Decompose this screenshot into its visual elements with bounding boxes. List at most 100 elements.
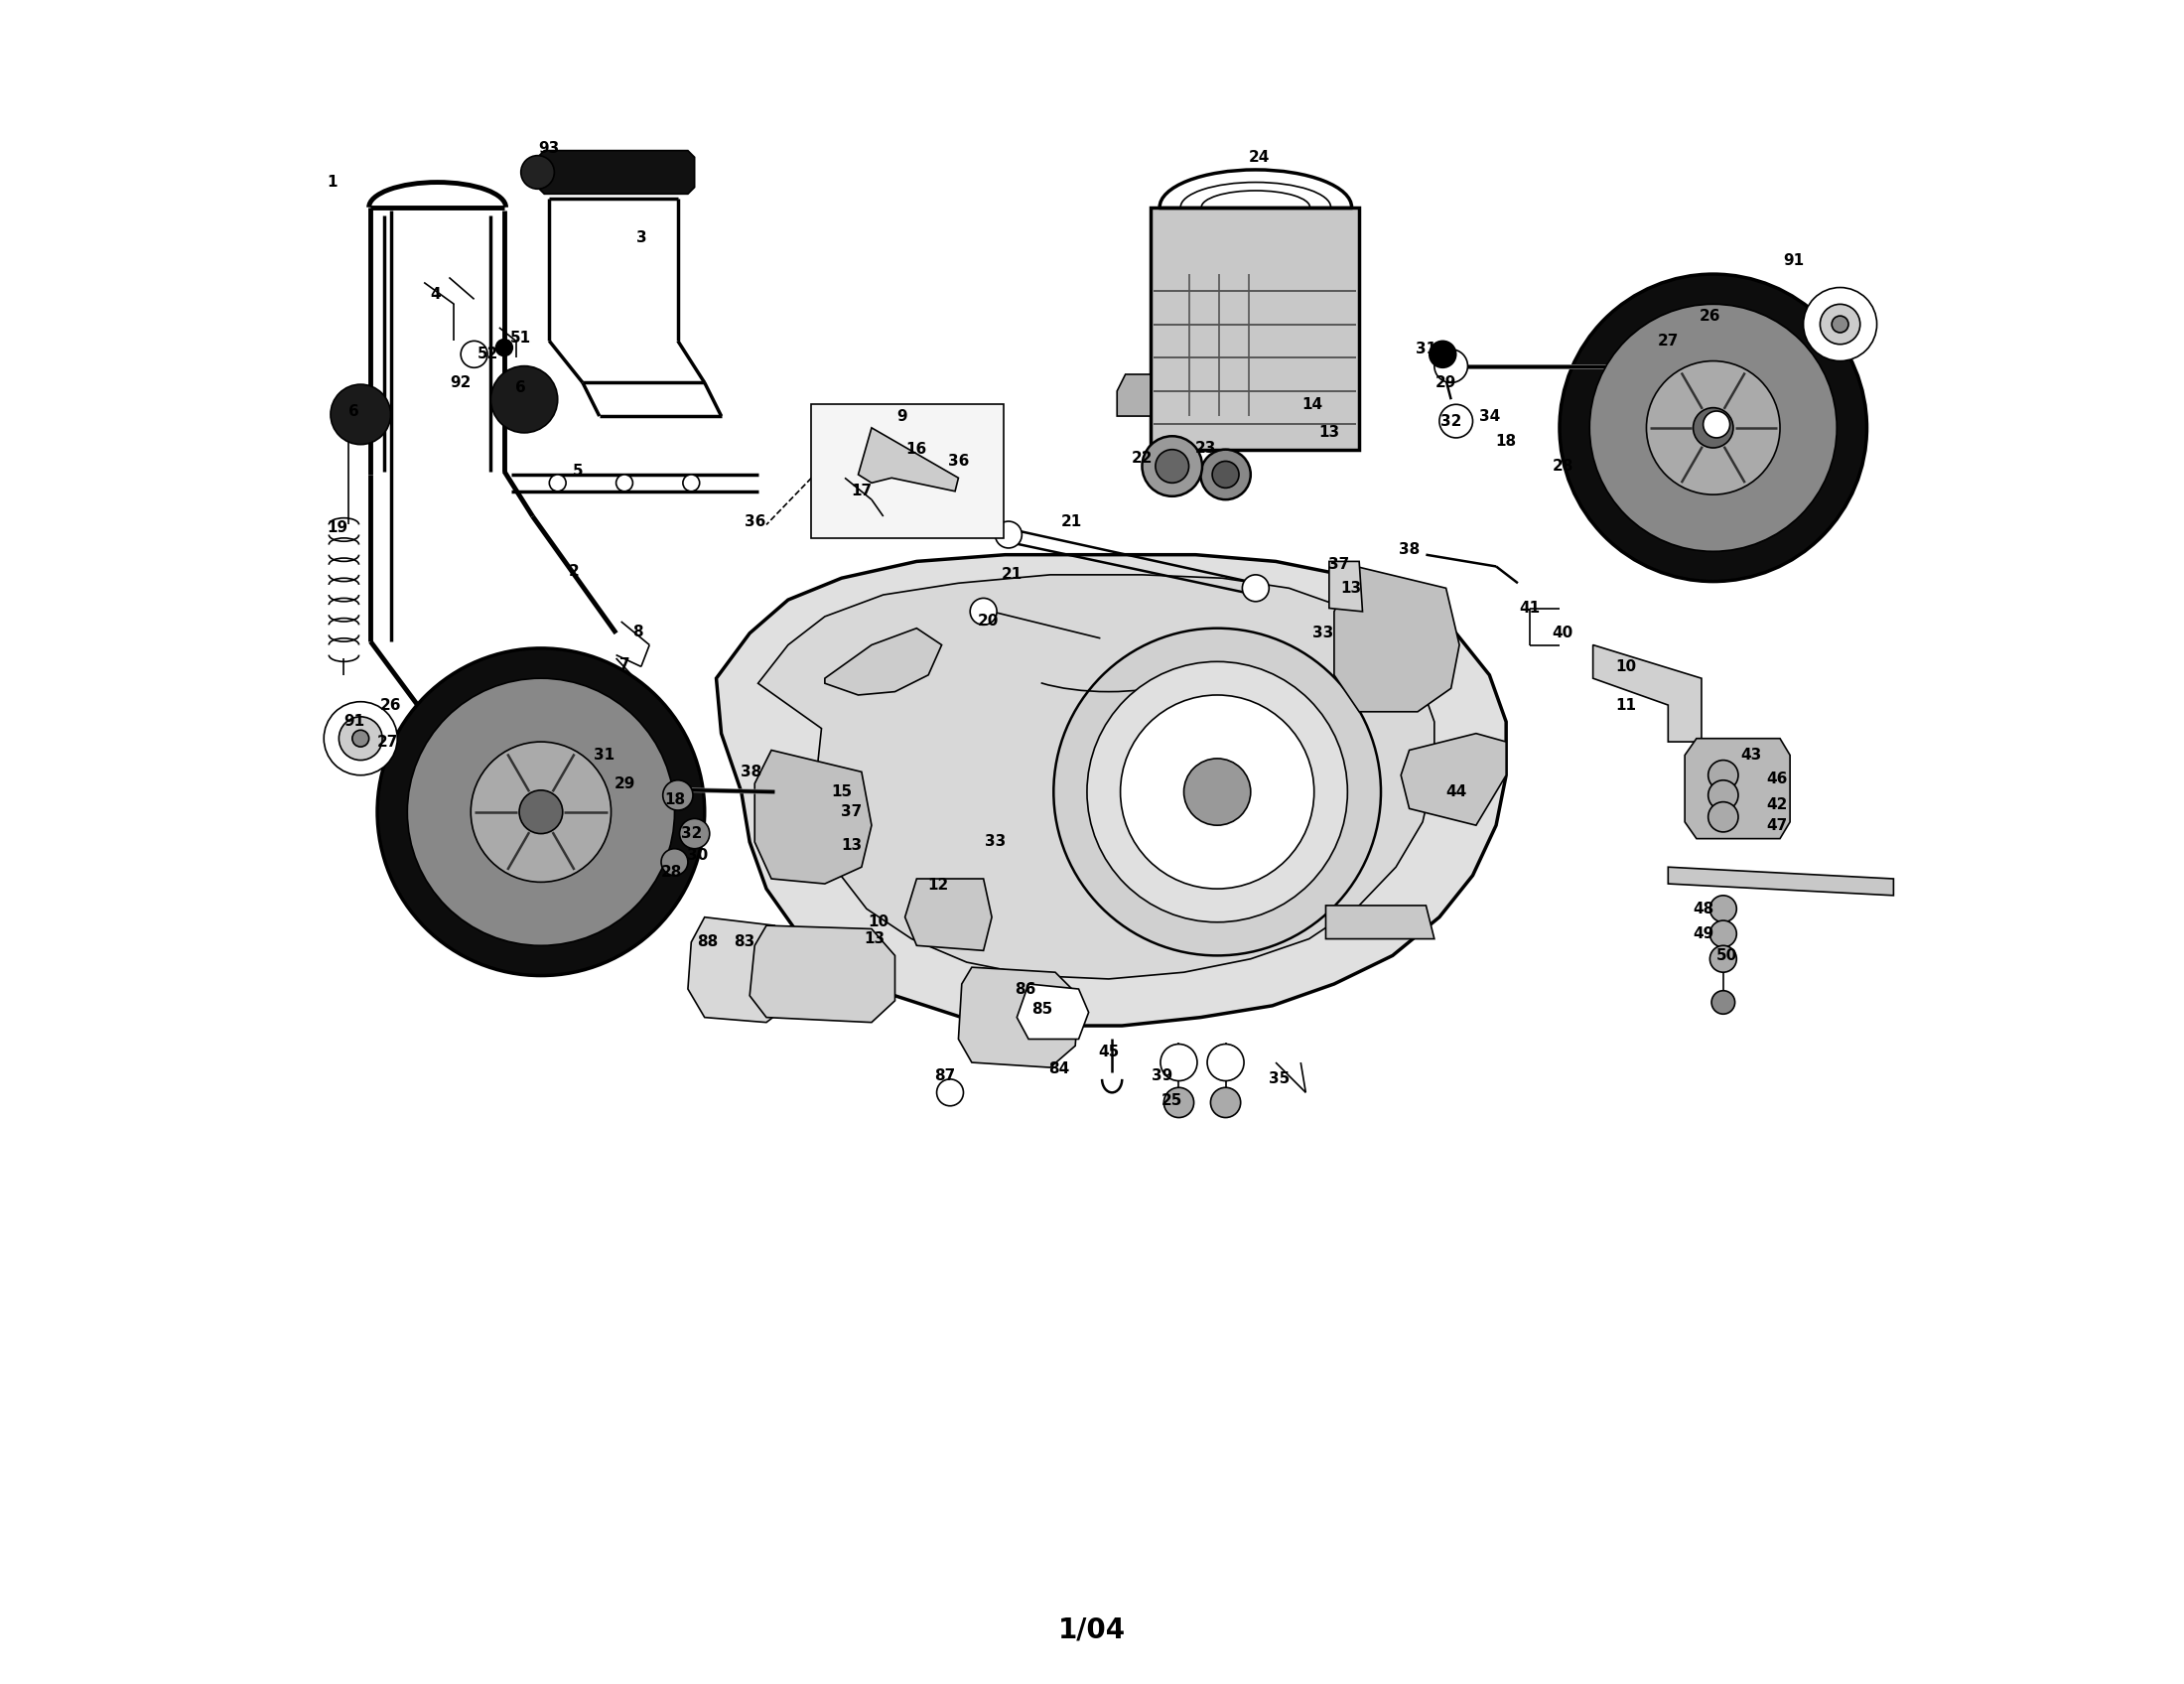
Text: 18: 18	[664, 793, 686, 808]
Circle shape	[522, 155, 555, 189]
Polygon shape	[749, 926, 895, 1022]
Circle shape	[1212, 461, 1238, 488]
Text: 6: 6	[349, 404, 358, 419]
Text: 91: 91	[1782, 253, 1804, 268]
Text: 3: 3	[636, 231, 646, 244]
Text: 11: 11	[1616, 697, 1636, 712]
Text: 13: 13	[865, 931, 885, 946]
Text: 44: 44	[1446, 785, 1468, 800]
Polygon shape	[716, 554, 1507, 1026]
Circle shape	[1155, 450, 1188, 483]
Polygon shape	[904, 879, 992, 950]
Circle shape	[1164, 1088, 1195, 1118]
Text: 35: 35	[1269, 1071, 1289, 1086]
Polygon shape	[858, 428, 959, 492]
Text: 21: 21	[1061, 514, 1083, 529]
Circle shape	[461, 340, 487, 367]
Circle shape	[1693, 408, 1734, 448]
Circle shape	[1120, 695, 1315, 889]
Circle shape	[323, 702, 397, 775]
Text: 83: 83	[734, 935, 756, 950]
Circle shape	[1710, 921, 1736, 946]
Text: 50: 50	[1717, 948, 1736, 963]
Circle shape	[1832, 317, 1848, 332]
Text: 36: 36	[948, 453, 970, 468]
Circle shape	[1819, 305, 1861, 344]
Text: 25: 25	[1162, 1093, 1184, 1108]
Text: 1: 1	[328, 175, 336, 190]
Text: 32: 32	[1441, 414, 1461, 428]
Text: 31: 31	[1415, 342, 1437, 357]
Text: 16: 16	[906, 443, 928, 456]
Circle shape	[1804, 288, 1876, 360]
Polygon shape	[826, 628, 941, 695]
Circle shape	[1201, 450, 1251, 500]
Polygon shape	[758, 574, 1435, 978]
Text: 43: 43	[1741, 748, 1762, 763]
Text: 84: 84	[1048, 1061, 1070, 1076]
Circle shape	[1243, 574, 1269, 601]
Text: 27: 27	[376, 734, 397, 749]
Text: 23: 23	[1195, 441, 1216, 455]
Text: 6: 6	[515, 381, 526, 396]
Text: 17: 17	[852, 483, 871, 498]
Circle shape	[1142, 436, 1201, 497]
Text: 7: 7	[618, 657, 629, 672]
Circle shape	[472, 741, 612, 882]
Text: 27: 27	[1658, 333, 1679, 349]
Polygon shape	[1330, 561, 1363, 611]
Polygon shape	[1116, 374, 1151, 416]
Text: 41: 41	[1520, 601, 1540, 616]
Text: 20: 20	[978, 615, 998, 630]
Circle shape	[1708, 759, 1738, 790]
Text: 1/04: 1/04	[1059, 1617, 1125, 1644]
Circle shape	[1184, 758, 1251, 825]
Circle shape	[996, 522, 1022, 547]
Circle shape	[1160, 1044, 1197, 1081]
Text: 88: 88	[697, 935, 719, 950]
Polygon shape	[1669, 867, 1894, 896]
Polygon shape	[1400, 734, 1507, 825]
Text: 86: 86	[1016, 982, 1035, 997]
Polygon shape	[1592, 645, 1701, 741]
Text: 21: 21	[1000, 568, 1022, 583]
Text: 9: 9	[895, 409, 906, 424]
Text: 5: 5	[572, 463, 583, 478]
Circle shape	[1710, 896, 1736, 923]
Polygon shape	[756, 749, 871, 884]
Text: 91: 91	[343, 714, 365, 729]
Circle shape	[520, 790, 563, 834]
Text: 36: 36	[745, 514, 764, 529]
Circle shape	[1428, 340, 1457, 367]
Circle shape	[352, 731, 369, 746]
Text: 13: 13	[1341, 581, 1361, 596]
Circle shape	[496, 338, 513, 355]
Text: 15: 15	[832, 785, 852, 800]
Text: 33: 33	[1313, 626, 1332, 640]
Text: 19: 19	[328, 520, 347, 536]
Circle shape	[662, 780, 692, 810]
Text: 31: 31	[594, 748, 616, 763]
Circle shape	[339, 717, 382, 759]
Text: 49: 49	[1693, 926, 1714, 941]
Circle shape	[550, 475, 566, 492]
Circle shape	[1435, 349, 1468, 382]
Text: 38: 38	[1398, 542, 1420, 557]
Text: 87: 87	[935, 1068, 957, 1083]
Text: 34: 34	[1479, 409, 1500, 424]
Circle shape	[662, 849, 688, 876]
Text: 8: 8	[633, 625, 642, 638]
Text: 93: 93	[539, 141, 559, 157]
Circle shape	[378, 648, 705, 975]
Circle shape	[491, 365, 557, 433]
Circle shape	[679, 818, 710, 849]
Text: 47: 47	[1767, 818, 1787, 834]
Circle shape	[1647, 360, 1780, 495]
Polygon shape	[1326, 906, 1435, 940]
Text: 52: 52	[476, 347, 498, 362]
Text: 14: 14	[1302, 397, 1324, 413]
Text: 48: 48	[1693, 901, 1714, 916]
Text: 85: 85	[1031, 1002, 1053, 1017]
Circle shape	[1708, 780, 1738, 810]
Circle shape	[1708, 802, 1738, 832]
